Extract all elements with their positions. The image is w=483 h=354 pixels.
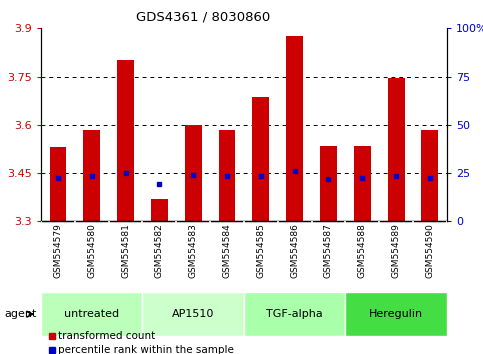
Text: untreated: untreated	[64, 309, 119, 319]
Bar	[151, 199, 168, 221]
Text: GSM554585: GSM554585	[256, 223, 265, 278]
Bar	[320, 146, 337, 221]
Text: transformed count: transformed count	[58, 331, 155, 341]
Text: GSM554589: GSM554589	[392, 223, 400, 278]
Text: GSM554580: GSM554580	[87, 223, 96, 278]
Bar	[185, 125, 202, 221]
Text: agent: agent	[5, 309, 37, 319]
Bar	[41, 292, 142, 336]
Bar	[253, 97, 270, 221]
Bar	[142, 292, 244, 336]
Bar	[345, 292, 447, 336]
Bar	[286, 36, 303, 221]
Bar	[117, 61, 134, 221]
Text: GSM554579: GSM554579	[54, 223, 62, 278]
Text: AP1510: AP1510	[172, 309, 214, 319]
Bar	[219, 130, 236, 221]
Text: GSM554588: GSM554588	[358, 223, 367, 278]
Bar	[84, 130, 100, 221]
Text: GSM554582: GSM554582	[155, 223, 164, 278]
Text: GSM554586: GSM554586	[290, 223, 299, 278]
Bar	[354, 146, 371, 221]
Text: Heregulin: Heregulin	[369, 309, 423, 319]
Bar	[388, 78, 405, 221]
Text: GSM554583: GSM554583	[189, 223, 198, 278]
Bar	[421, 130, 439, 221]
Text: GSM554587: GSM554587	[324, 223, 333, 278]
Text: percentile rank within the sample: percentile rank within the sample	[58, 346, 234, 354]
Bar	[244, 292, 345, 336]
Text: GDS4361 / 8030860: GDS4361 / 8030860	[136, 11, 270, 24]
Text: GSM554590: GSM554590	[426, 223, 434, 278]
Text: GSM554581: GSM554581	[121, 223, 130, 278]
Text: TGF-alpha: TGF-alpha	[266, 309, 323, 319]
Bar	[50, 147, 67, 221]
Text: GSM554584: GSM554584	[223, 223, 231, 278]
